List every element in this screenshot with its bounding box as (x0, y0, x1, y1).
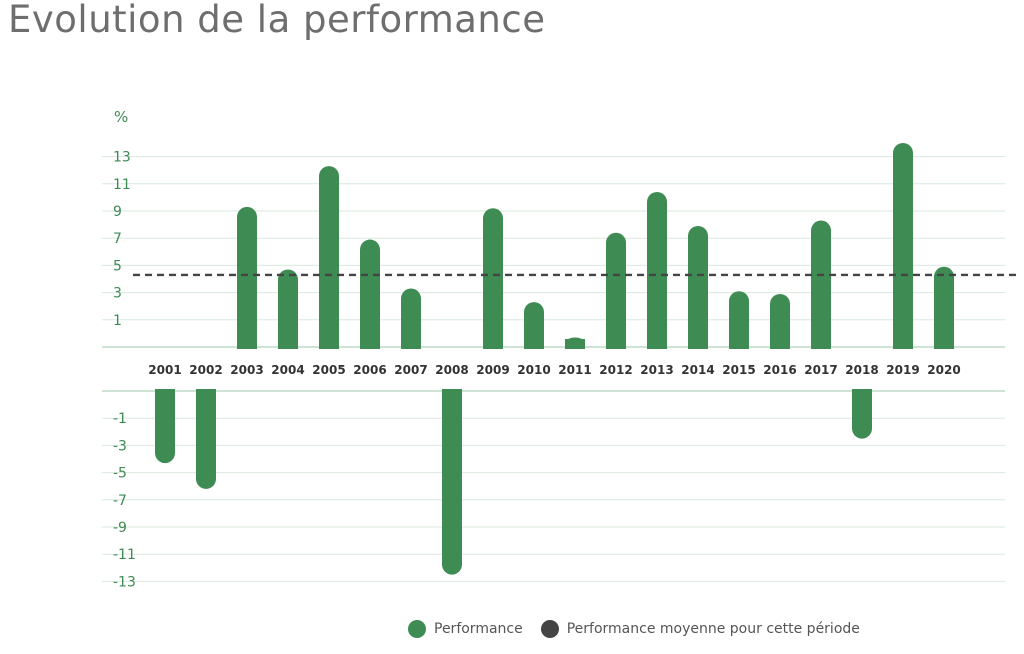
bar-2020 (934, 266, 954, 349)
legend-performance-label: Performance (434, 621, 523, 637)
x-tick-label: 2008 (435, 363, 468, 377)
x-tick-label: 2019 (886, 363, 919, 377)
x-tick-label: 2013 (640, 363, 673, 377)
x-tick-label: 2011 (558, 363, 591, 377)
bar-base (688, 339, 708, 349)
x-tick-label: 2009 (476, 363, 509, 377)
bar-2019 (893, 143, 913, 349)
bar-base (237, 339, 257, 349)
x-tick-label: 2003 (230, 363, 263, 377)
bar-base (770, 339, 790, 349)
y-tick-labels: 13 11 9 7 5 3 1 -1 -3 -5 -7 -9 -11 -13 (113, 150, 136, 591)
legend: Performance Performance moyenne pour cet… (408, 620, 860, 638)
bars (155, 143, 954, 575)
y-tick-label: 7 (113, 231, 122, 247)
x-tick-label: 2004 (271, 363, 304, 377)
legend-performance-marker (408, 620, 426, 638)
x-tick-label: 2016 (763, 363, 796, 377)
bar-2005 (319, 166, 339, 349)
bar-2008 (442, 389, 462, 575)
y-tick-label: 13 (113, 150, 131, 166)
x-tick-label: 2015 (722, 363, 755, 377)
bar-base (811, 339, 831, 349)
y-tick-label: 3 (113, 286, 122, 302)
legend-average-label: Performance moyenne pour cette période (566, 621, 860, 637)
y-tick-label: 9 (113, 204, 122, 220)
x-tick-label: 2006 (353, 363, 386, 377)
y-tick-label: -13 (113, 574, 136, 590)
x-tick-label: 2018 (845, 363, 878, 377)
x-tick-label: 2007 (394, 363, 427, 377)
bar-2009 (483, 208, 503, 349)
bar-base (278, 339, 298, 349)
y-tick-label: 11 (113, 177, 131, 193)
legend-item-average: Performance moyenne pour cette période (540, 620, 860, 638)
bar-2018 (852, 389, 872, 439)
bar-base (934, 339, 954, 349)
y-tick-label: 1 (113, 313, 122, 329)
x-tick-label: 2005 (312, 363, 345, 377)
x-tick-label: 2002 (189, 363, 222, 377)
bar-2007 (401, 288, 421, 349)
bar-2015 (729, 291, 749, 349)
bar-base (647, 339, 667, 349)
bar-base (606, 339, 626, 349)
bar-2004 (278, 269, 298, 349)
bar-base (155, 389, 175, 399)
bar-2017 (811, 220, 831, 349)
y-tick-label: -7 (113, 493, 127, 509)
y-tick-label: -5 (113, 466, 127, 482)
bar-base (729, 339, 749, 349)
y-tick-label: -1 (113, 411, 127, 427)
bar-2012 (606, 232, 626, 349)
bar-base (483, 339, 503, 349)
bar-2014 (688, 225, 708, 349)
bar-2013 (647, 191, 667, 349)
bar-2016 (770, 293, 790, 349)
x-tick-label: 2010 (517, 363, 550, 377)
y-tick-label: 5 (113, 258, 122, 274)
bar-base (565, 339, 585, 349)
y-tick-label: -11 (113, 547, 136, 563)
y-tick-label: -9 (113, 520, 127, 536)
x-tick-label: 2020 (927, 363, 960, 377)
bar-2001 (155, 389, 175, 464)
legend-average-marker (540, 620, 559, 638)
bar-base (319, 339, 339, 349)
bar-base (401, 339, 421, 349)
chart-title: Evolution de la performance (8, 0, 546, 41)
x-tick-label: 2012 (599, 363, 632, 377)
y-tick-label: -3 (113, 438, 127, 454)
bar-base (852, 389, 872, 399)
bar-base (893, 339, 913, 349)
x-tick-label: 2017 (804, 363, 837, 377)
x-tick-labels: 2001 2002 2003 2004 2005 2006 2007 2008 2009 2010… (148, 363, 960, 377)
bar-2010 (524, 302, 544, 349)
legend-item-performance: Performance (408, 620, 523, 638)
bar-base (360, 339, 380, 349)
x-tick-label: 2001 (148, 363, 181, 377)
x-tick-label: 2014 (681, 363, 714, 377)
bar-2003 (237, 206, 257, 349)
bar-base (524, 339, 544, 349)
bar-base (196, 389, 216, 399)
y-axis-unit-label: % (114, 108, 128, 126)
bar-2006 (360, 239, 380, 349)
bar-2002 (196, 389, 216, 489)
bar-base (442, 389, 462, 399)
